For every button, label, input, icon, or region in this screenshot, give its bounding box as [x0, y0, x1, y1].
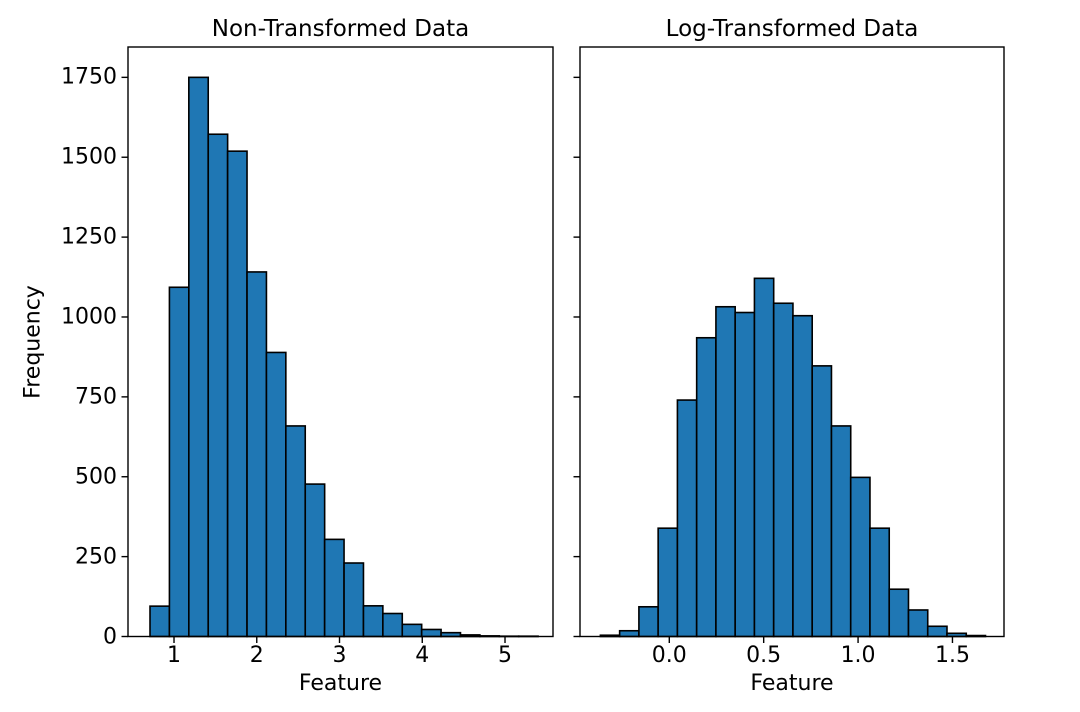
x-tick-label: 1.0 [840, 643, 876, 668]
histogram-bar [246, 271, 268, 638]
left-plot-xlabel: Feature [298, 671, 383, 696]
histogram-bar [638, 605, 659, 638]
histogram-bar [888, 588, 910, 638]
histogram-bar [304, 483, 326, 638]
x-tick-label: 5 [498, 643, 512, 668]
histogram-bar [772, 302, 794, 638]
y-tick-label: 1500 [61, 144, 117, 170]
histogram-bar [265, 351, 287, 638]
histogram-bar [362, 605, 384, 638]
x-tick-label: 3 [332, 643, 347, 668]
histogram-bar [188, 76, 210, 638]
histogram-bar [618, 629, 640, 638]
y-tick-label: 1250 [61, 224, 117, 250]
histogram-bar [168, 286, 190, 638]
histogram-bar [676, 399, 698, 638]
histogram-bar [753, 277, 775, 638]
x-tick-label: 0.5 [746, 643, 782, 668]
right-plot-title: Log-Transformed Data [665, 16, 919, 42]
histogram-bar [420, 628, 442, 638]
x-tick-label: 1 [167, 643, 181, 668]
left-plot-title: Non-Transformed Data [211, 16, 470, 42]
left-plot-ylabel: Frequency [20, 285, 46, 399]
histogram-bar [869, 527, 891, 638]
histogram-bar [207, 133, 229, 638]
y-tick-label: 1000 [61, 304, 117, 330]
x-tick-label: 0.0 [651, 643, 687, 668]
histogram-bar [695, 336, 717, 638]
x-tick-label: 2 [249, 643, 264, 668]
histogram-bar [792, 314, 814, 638]
histogram-bar [926, 625, 948, 638]
histogram-bar [715, 305, 736, 638]
y-tick-label: 750 [75, 384, 117, 410]
histogram-bar [811, 365, 833, 638]
right-plot-xlabel: Feature [750, 671, 834, 696]
histogram-bar [734, 311, 756, 638]
tick-marks-0 [121, 76, 506, 643]
histogram-bar [907, 609, 929, 638]
histogram-bar [323, 538, 345, 638]
histogram-bar [226, 150, 248, 638]
histogram-bars-0 [149, 76, 539, 638]
y-tick-label: 0 [103, 624, 117, 649]
tick-marks-1 [573, 76, 954, 643]
histogram-bar [830, 425, 852, 638]
axes-spines-1 [579, 46, 1005, 638]
histogram-bar [849, 476, 871, 638]
axes-spines-0 [127, 46, 554, 638]
histogram-bar [285, 425, 307, 638]
histogram-bar [382, 612, 404, 638]
y-tick-label: 500 [75, 464, 117, 490]
y-tick-label: 250 [75, 544, 117, 570]
histogram-bars-1 [599, 277, 987, 638]
histogram-bar [343, 562, 365, 638]
x-tick-label: 4 [415, 643, 430, 668]
histogram-bar [401, 623, 423, 638]
histogram-bar [657, 527, 679, 638]
x-tick-label: 1.5 [934, 643, 970, 668]
histogram-bar [149, 605, 171, 638]
y-tick-label: 1750 [61, 64, 117, 90]
